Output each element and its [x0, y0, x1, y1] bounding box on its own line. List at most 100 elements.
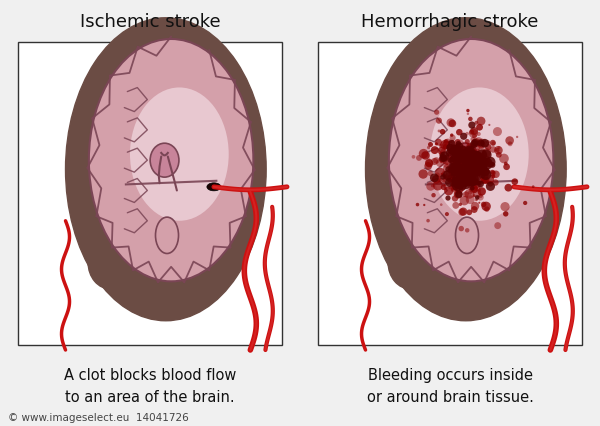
Circle shape	[473, 159, 477, 162]
Circle shape	[444, 139, 448, 144]
Ellipse shape	[388, 236, 433, 289]
Circle shape	[433, 181, 443, 190]
Circle shape	[452, 173, 463, 184]
Circle shape	[448, 141, 451, 144]
Bar	[18, 42, 282, 345]
Circle shape	[470, 169, 475, 173]
Circle shape	[468, 191, 472, 195]
Circle shape	[451, 163, 463, 175]
Circle shape	[466, 143, 474, 150]
Ellipse shape	[389, 39, 553, 281]
Circle shape	[490, 140, 496, 146]
Circle shape	[484, 207, 490, 212]
Circle shape	[455, 176, 461, 181]
Circle shape	[456, 191, 459, 194]
Circle shape	[468, 174, 473, 179]
Circle shape	[440, 161, 442, 163]
Circle shape	[504, 161, 508, 165]
Circle shape	[475, 154, 484, 164]
Circle shape	[458, 148, 469, 158]
Circle shape	[481, 166, 487, 171]
Circle shape	[466, 156, 478, 168]
Circle shape	[459, 191, 461, 194]
Ellipse shape	[150, 143, 179, 177]
Circle shape	[447, 146, 455, 154]
Circle shape	[448, 157, 453, 163]
Circle shape	[458, 226, 464, 231]
Circle shape	[459, 174, 464, 178]
Circle shape	[476, 171, 481, 177]
Circle shape	[484, 167, 488, 172]
Circle shape	[431, 146, 439, 154]
Circle shape	[457, 167, 467, 178]
Circle shape	[466, 160, 475, 169]
Circle shape	[468, 121, 476, 129]
Circle shape	[454, 178, 458, 183]
Circle shape	[451, 152, 462, 164]
Circle shape	[470, 127, 478, 135]
Circle shape	[480, 170, 482, 173]
Circle shape	[462, 155, 468, 161]
Ellipse shape	[455, 217, 479, 253]
Circle shape	[464, 189, 475, 199]
Circle shape	[461, 149, 466, 153]
Circle shape	[462, 164, 473, 174]
Circle shape	[470, 153, 480, 163]
Circle shape	[437, 147, 446, 155]
Circle shape	[461, 161, 467, 168]
Circle shape	[451, 140, 455, 144]
Circle shape	[444, 186, 453, 196]
Circle shape	[460, 196, 469, 205]
Circle shape	[455, 185, 463, 193]
Circle shape	[451, 186, 457, 193]
Circle shape	[460, 132, 467, 140]
Circle shape	[473, 194, 476, 197]
Circle shape	[450, 145, 461, 156]
Circle shape	[451, 144, 455, 150]
Circle shape	[444, 188, 447, 190]
Circle shape	[482, 177, 490, 184]
Circle shape	[463, 167, 470, 173]
Circle shape	[443, 162, 449, 168]
Circle shape	[473, 153, 483, 163]
Circle shape	[452, 202, 459, 209]
Circle shape	[478, 201, 481, 204]
Circle shape	[435, 167, 445, 177]
Circle shape	[412, 155, 415, 158]
Circle shape	[464, 173, 467, 175]
Circle shape	[478, 154, 485, 161]
Circle shape	[454, 164, 463, 173]
Circle shape	[455, 147, 461, 153]
Circle shape	[455, 192, 458, 196]
Circle shape	[478, 169, 482, 174]
Circle shape	[466, 155, 474, 163]
Circle shape	[458, 171, 467, 179]
Circle shape	[455, 158, 461, 164]
Circle shape	[497, 146, 500, 149]
Circle shape	[491, 162, 494, 166]
Circle shape	[472, 138, 480, 147]
Circle shape	[523, 201, 527, 205]
Circle shape	[473, 174, 479, 180]
Circle shape	[470, 179, 481, 190]
Circle shape	[451, 162, 459, 170]
Circle shape	[461, 168, 466, 173]
Circle shape	[465, 132, 469, 135]
Circle shape	[468, 157, 476, 165]
Circle shape	[451, 183, 455, 187]
Circle shape	[443, 144, 448, 150]
Circle shape	[427, 146, 430, 149]
Circle shape	[440, 203, 443, 206]
Circle shape	[479, 157, 487, 164]
Circle shape	[466, 109, 470, 112]
Circle shape	[477, 117, 485, 125]
Circle shape	[454, 170, 460, 176]
Circle shape	[471, 151, 482, 163]
Circle shape	[478, 187, 486, 196]
Circle shape	[475, 170, 479, 175]
Ellipse shape	[450, 143, 479, 177]
Circle shape	[463, 159, 472, 168]
Circle shape	[469, 130, 474, 135]
Circle shape	[439, 144, 443, 148]
Circle shape	[469, 186, 476, 193]
